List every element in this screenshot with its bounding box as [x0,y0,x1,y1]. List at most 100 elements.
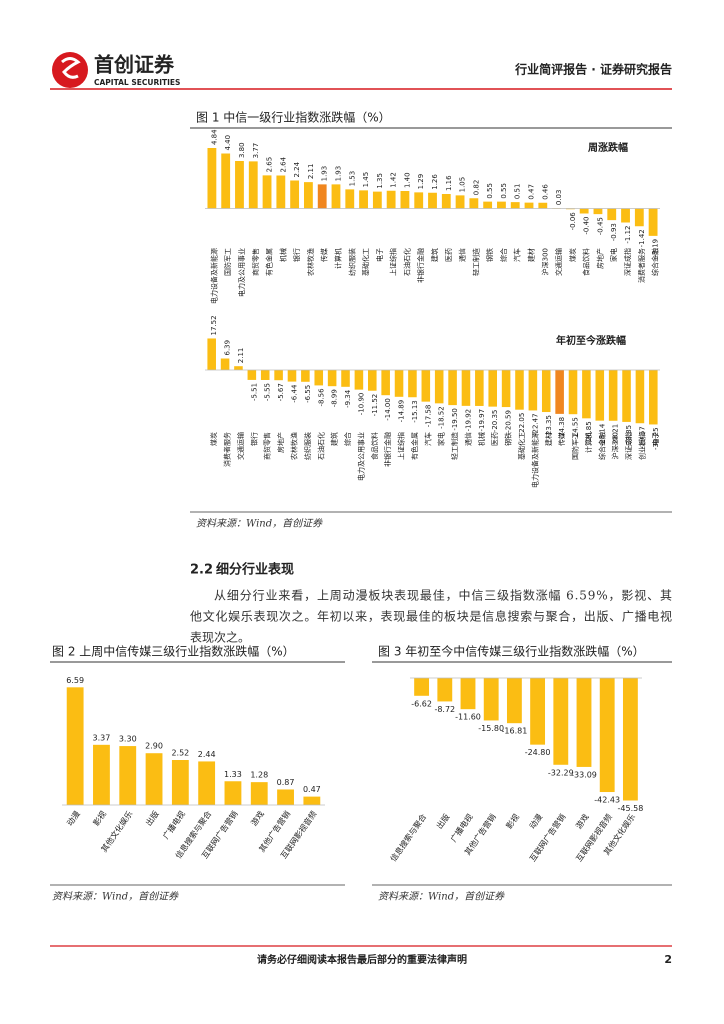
value-label: -24.80 [525,748,551,757]
bar [274,370,283,381]
value-label: 4.40 [224,135,232,151]
bar [327,370,337,387]
bar [515,370,524,410]
bar [66,687,84,805]
category-label: 电力及公用事业 [356,432,365,481]
value-label: -0.93 [610,223,618,241]
category-label: 沪深300 [540,248,549,275]
logo-en: CAPITAL SECURITIES [94,78,180,87]
figure-title: 图 2 上周中信传媒三级行业指数涨跌幅（%） [52,644,295,659]
value-label: 1.33 [224,770,242,779]
value-label: -6.55 [304,385,312,403]
value-label: -45.58 [618,804,644,813]
value-label: -19.97 [478,409,486,432]
bar [582,370,591,419]
figure-title: 图 3 年初至今中信传媒三级行业指数涨跌幅（%） [378,644,645,659]
category-label: 电力设备及新能源 [209,248,218,304]
bar [235,161,244,209]
value-label: 0.46 [541,184,549,200]
value-label: -8.72 [434,705,455,714]
category-label: 农林牧渔 [306,248,315,276]
category-label: 沪深300 [611,432,620,459]
bar [607,208,617,221]
bar [367,370,377,391]
value-label: -20.35 [491,410,499,433]
category-label: 消费者服务 [223,432,232,467]
bar [510,202,520,209]
bar [207,148,217,209]
category-label: 煤炭 [568,248,577,262]
value-label: -8.56 [317,388,325,407]
report-type: 行业简评报告 · 证券研究报告 [514,62,672,77]
value-label: 1.05 [459,177,467,193]
bar [483,678,499,721]
category-label: 轻工制造 [450,432,459,460]
bar [497,201,506,209]
value-label: -6.44 [290,384,298,403]
value-label: 0.51 [514,184,522,200]
value-label: -24.38 [558,417,566,440]
source: 资料来源：Wind，首创证券 [196,518,323,530]
category-label: 机械 [477,432,486,446]
bar [595,370,605,421]
bar [469,198,479,209]
value-label: 1.45 [362,172,370,188]
bar [386,190,396,209]
category-label: 综合 [499,248,508,262]
value-label: 0.55 [486,183,494,199]
category-label: 上证综指 [389,248,398,276]
value-label: 6.59 [66,676,84,685]
source: 资料来源：Wind，首创证券 [52,891,179,903]
value-label: -28.85 [625,425,633,448]
bar [555,370,564,414]
bar [414,192,424,209]
bar [381,370,390,396]
bar [224,781,242,805]
logo-cn: 首创证券 [94,53,175,77]
bar [414,678,430,696]
bar [341,370,350,387]
category-label: 通信 [458,248,467,262]
value-label: -1.12 [624,226,632,244]
category-label: 国防军工 [223,248,232,276]
bar [649,370,658,425]
category-label: 综合 [343,432,352,446]
chart-title: 年初至今涨跌幅 [556,334,626,347]
value-label: 2.90 [145,742,163,751]
category-label: 医药 [444,248,453,262]
value-label: 1.42 [390,172,398,188]
category-label: 石油石化 [402,248,411,276]
category-label: 电力及公用事业 [237,248,246,297]
value-label: -5.51 [250,383,258,401]
value-label: 1.35 [376,173,384,189]
value-label: -24.55 [572,417,580,440]
value-label: 2.65 [266,157,274,173]
figure-title: 图 1 中信一级行业指数涨跌幅（%） [196,110,391,125]
value-label: 0.03 [555,190,563,206]
category-label: 纺织服装 [303,432,312,460]
value-label: 2.52 [171,749,189,758]
bar [461,370,471,406]
bar [579,208,589,214]
logo: 首创证券 CAPITAL SECURITIES [52,52,180,88]
value-label: -15.80 [478,724,504,733]
value-label: 0.87 [277,778,295,787]
category-label: 建筑 [430,248,439,262]
bar [460,678,476,710]
bar [593,208,603,215]
chart-title: 周涨跌幅 [588,141,628,154]
bar [622,370,631,422]
bar [576,678,592,767]
logo-s [61,57,81,79]
value-label: 1.16 [445,175,453,191]
category-label: 创业板指 [637,432,646,460]
category-label: 交通运输 [236,432,245,460]
value-label: -14.89 [398,400,406,423]
page-number: 2 [664,953,672,966]
value-label: -32.29 [548,768,574,777]
category-label: 机械 [278,248,287,262]
value-label: -11.52 [371,394,379,417]
bar [599,678,615,793]
category-label: 石油石化 [316,432,325,460]
value-label: 4.84 [210,129,218,145]
